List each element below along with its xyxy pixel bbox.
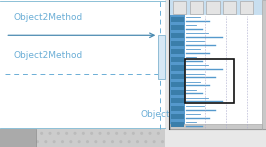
Bar xyxy=(190,1,203,14)
Bar xyxy=(171,57,184,62)
Bar xyxy=(158,35,165,79)
Text: Object2Method: Object2Method xyxy=(13,51,82,60)
Text: Object2Method: Object2Method xyxy=(141,110,210,119)
Bar xyxy=(170,0,266,129)
Bar xyxy=(170,124,262,129)
Bar xyxy=(0,129,36,147)
Bar xyxy=(171,114,184,119)
Bar xyxy=(185,59,234,103)
Text: Object2Method: Object2Method xyxy=(13,13,82,22)
Bar xyxy=(171,17,184,22)
Bar xyxy=(171,98,184,103)
Bar xyxy=(171,106,184,111)
Bar xyxy=(206,1,220,14)
Bar xyxy=(171,74,184,79)
Bar xyxy=(171,33,184,38)
Bar xyxy=(170,15,185,129)
Bar xyxy=(173,1,186,14)
Bar xyxy=(170,0,266,15)
Bar xyxy=(36,129,165,147)
Bar xyxy=(171,122,184,127)
Bar xyxy=(171,82,184,87)
Bar xyxy=(171,90,184,95)
Bar xyxy=(171,49,184,54)
Bar xyxy=(262,0,266,129)
Bar xyxy=(171,25,184,30)
Bar xyxy=(171,65,184,71)
Bar xyxy=(171,41,184,46)
Bar xyxy=(240,1,253,14)
Bar xyxy=(0,0,165,129)
Bar xyxy=(223,1,236,14)
